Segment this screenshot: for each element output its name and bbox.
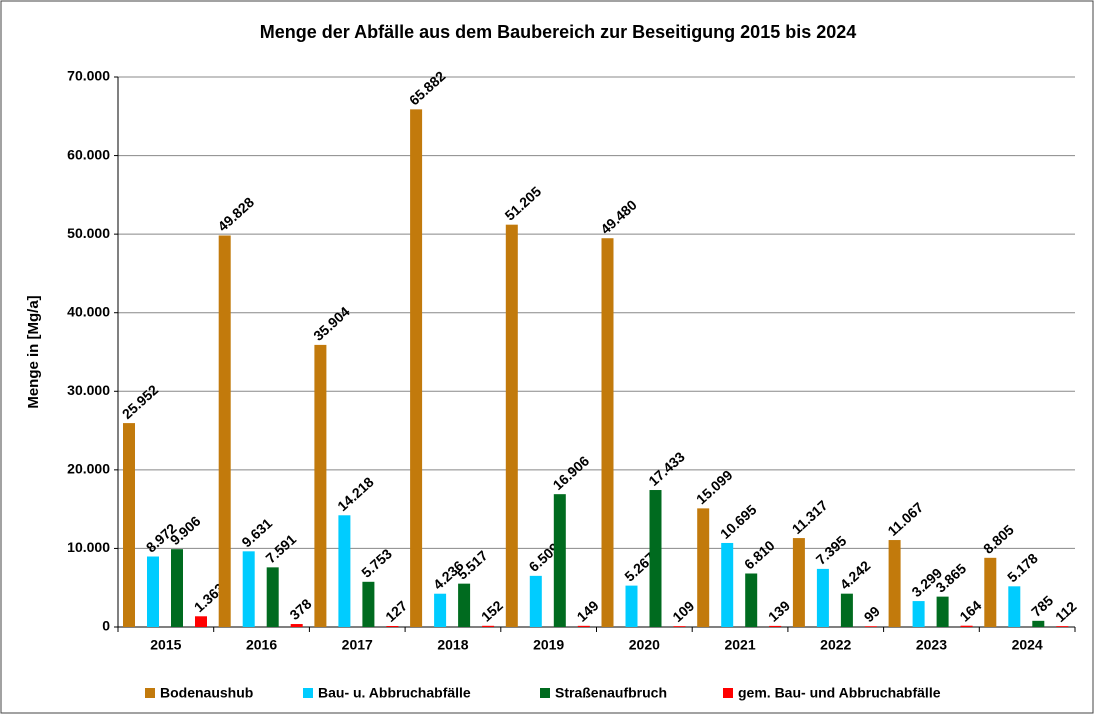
bar	[410, 109, 423, 627]
bar	[1032, 620, 1045, 627]
bar	[147, 556, 159, 627]
bar	[984, 557, 997, 627]
bar	[697, 508, 710, 627]
legend-swatch	[303, 688, 313, 698]
y-tick-label: 30.000	[67, 382, 110, 398]
legend-label: Straßenaufbruch	[555, 685, 667, 701]
x-tick-label: 2016	[246, 637, 277, 653]
bar	[840, 593, 853, 627]
bar	[936, 596, 949, 627]
bar	[816, 568, 829, 627]
y-tick-label: 10.000	[67, 539, 110, 555]
bar	[458, 583, 471, 627]
y-tick-label: 40.000	[67, 303, 110, 319]
bar	[1008, 586, 1021, 627]
bar	[864, 626, 877, 627]
y-tick-label: 60.000	[67, 146, 110, 162]
x-tick-label: 2017	[342, 637, 373, 653]
bar	[769, 625, 782, 627]
y-tick-label: 70.000	[67, 68, 110, 84]
bar	[362, 581, 375, 627]
x-tick-label: 2019	[533, 637, 564, 653]
bar	[266, 567, 279, 627]
bar	[625, 585, 638, 627]
bar	[171, 549, 183, 627]
bar	[888, 540, 901, 627]
x-tick-label: 2018	[437, 637, 468, 653]
legend-swatch	[145, 688, 155, 698]
bar	[912, 601, 925, 627]
legend-swatch	[723, 688, 733, 698]
bar	[195, 616, 207, 627]
bar	[649, 490, 662, 627]
bar	[290, 624, 303, 627]
x-tick-label: 2021	[724, 637, 755, 653]
bar	[482, 625, 495, 627]
bar	[529, 575, 542, 627]
bar	[721, 542, 734, 627]
chart-title: Menge der Abfälle aus dem Baubereich zur…	[260, 22, 857, 42]
bar	[745, 573, 758, 627]
x-tick-label: 2024	[1012, 637, 1043, 653]
bar	[792, 538, 805, 627]
legend-label: Bau- u. Abbruchabfälle	[318, 685, 471, 701]
legend-swatch	[540, 688, 550, 698]
x-tick-label: 2022	[820, 637, 851, 653]
bar	[577, 625, 590, 627]
x-tick-label: 2023	[916, 637, 947, 653]
bar	[386, 626, 399, 627]
bar	[1056, 626, 1069, 627]
y-axis-title: Menge in [Mg/a]	[25, 295, 42, 408]
bar	[338, 515, 351, 627]
x-tick-label: 2015	[150, 637, 181, 653]
y-tick-label: 20.000	[67, 461, 110, 477]
y-tick-label: 50.000	[67, 225, 110, 241]
bar	[960, 625, 973, 627]
bar	[242, 551, 255, 627]
bar	[601, 238, 614, 627]
bar	[314, 344, 327, 627]
bar	[434, 593, 447, 627]
y-tick-label: 0	[102, 618, 110, 634]
bar	[123, 423, 135, 627]
bar	[673, 626, 686, 627]
bar	[553, 494, 566, 627]
legend-label: Bodenaushub	[160, 685, 253, 701]
legend-label: gem. Bau- und Abbruchabfälle	[738, 685, 941, 701]
bar	[505, 224, 518, 628]
x-tick-label: 2020	[629, 637, 660, 653]
bar	[218, 235, 231, 627]
